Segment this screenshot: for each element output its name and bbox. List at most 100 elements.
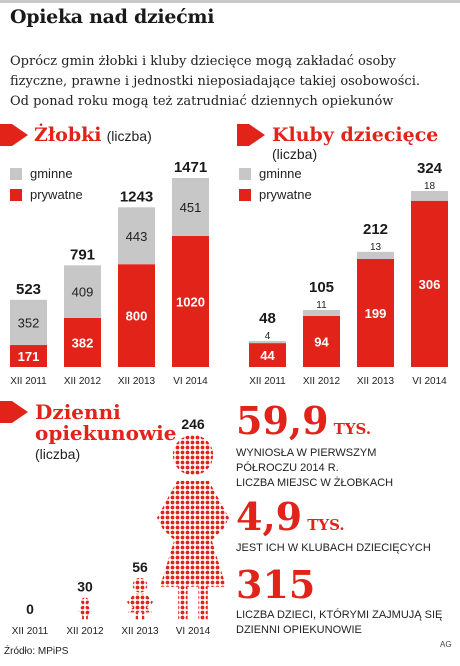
- fact-2: 4,9 TYS.: [236, 494, 345, 539]
- fact-3-text: LICZBA DZIECI, KTÓRYMI ZAJMUJĄ SIĘ DZIEN…: [236, 608, 442, 638]
- kluby-bar-gminne-2: [357, 251, 394, 259]
- kluby-bar-prywatne-3: [411, 200, 448, 367]
- opiekunowie-category-2: XII 2013: [121, 626, 159, 637]
- opiekunowie-category-0: XII 2011: [12, 626, 49, 637]
- fact-1-line-1: WYNIOSŁA W PIERWSZYM: [236, 447, 377, 459]
- fact-1-unit: TYS.: [333, 420, 372, 438]
- zlobki-bar-prywatne-1: [64, 317, 101, 367]
- fact-1-line-3: LICZBA MIEJSC W ŻŁOBKACH: [236, 477, 394, 489]
- kluby-legend-gminne: gminne: [259, 166, 302, 181]
- kluby-label-prywatne-2: 199: [365, 306, 387, 321]
- opiekunowie-title-line1: Dzienni: [35, 400, 121, 424]
- zlobki-legend-gminne-swatch: [10, 168, 22, 180]
- fact-1-line-2: PÓŁROCZU 2014 R.: [236, 462, 339, 474]
- kluby-title: Kluby dziecięce: [272, 124, 439, 146]
- kluby-label-prywatne-1: 94: [314, 334, 329, 349]
- kluby-label-gminne-0: 4: [265, 331, 271, 342]
- kluby-bar-gminne-1: [303, 309, 340, 316]
- fact-1-text: WYNIOSŁA W PIERWSZYM PÓŁROCZU 2014 R. LI…: [236, 446, 393, 491]
- opiekunowie-arrow-icon: [12, 401, 28, 423]
- zlobki-subtitle: (liczba): [106, 128, 152, 144]
- zlobki-bar-gminne-2: [118, 207, 155, 265]
- zlobki-legend-gminne: gminne: [30, 166, 73, 181]
- lead-line-2: fizyczne, prawne i jednostki nieposiadaj…: [10, 74, 420, 89]
- kluby-total-3: 324: [417, 160, 443, 177]
- zlobki-label-prywatne-1: 382: [72, 335, 94, 350]
- zlobki-category-0: XII 2011: [10, 376, 47, 387]
- opiekunowie-title-line2: opiekunowie: [35, 421, 177, 445]
- kluby-arrow-bar: [237, 124, 249, 146]
- zlobki-total-2: 1243: [120, 188, 153, 205]
- kluby-label-prywatne-0: 44: [260, 348, 275, 363]
- zlobki-category-2: XII 2013: [118, 376, 156, 387]
- kluby-bar-prywatne-1: [303, 315, 340, 367]
- source: Źródło: MPiPS: [4, 646, 69, 657]
- zlobki-bar-prywatne-3: [172, 235, 209, 367]
- opiekunowie-figure-2: [127, 577, 153, 620]
- zlobki-label-gminne-0: 352: [18, 315, 40, 330]
- kluby-bar-prywatne-0: [249, 343, 286, 367]
- zlobki-bar-gminne-0: [10, 299, 47, 346]
- zlobki-category-1: XII 2012: [64, 376, 102, 387]
- zlobki-bar-prywatne-0: [10, 345, 47, 367]
- zlobki-arrow-bar: [0, 124, 12, 146]
- fact-2-text: JEST ICH W KLUBACH DZIECIĘCYCH: [236, 541, 431, 556]
- fact-3-line-1: LICZBA DZIECI, KTÓRYMI ZAJMUJĄ SIĘ: [236, 609, 443, 621]
- kluby-category-3: VI 2014: [412, 376, 447, 387]
- kluby-bar-gminne-3: [411, 191, 448, 201]
- kluby-label-gminne-2: 13: [370, 242, 382, 253]
- kluby-total-0: 48: [259, 310, 276, 327]
- kluby-legend-gminne-swatch: [239, 168, 251, 180]
- kluby-arrow-icon: [249, 124, 265, 146]
- kluby-legend-prywatne-swatch: [239, 189, 251, 201]
- credit: AG: [440, 640, 452, 649]
- fact-2-number: 4,9: [236, 494, 303, 539]
- kluby-label-gminne-1: 11: [316, 300, 327, 311]
- kluby-label-gminne-3: 18: [424, 181, 436, 192]
- fact-1-number: 59,9: [236, 398, 329, 443]
- zlobki-bar-gminne-3: [172, 178, 209, 236]
- zlobki-category-3: VI 2014: [173, 376, 208, 387]
- kluby-total-1: 105: [309, 279, 334, 296]
- opiekunowie-value-1: 30: [77, 578, 93, 594]
- zlobki-legend-prywatne: prywatne: [30, 187, 83, 202]
- fact-2-line-1: JEST ICH W KLUBACH DZIECIĘCYCH: [236, 542, 431, 554]
- kluby-legend-prywatne: prywatne: [259, 187, 312, 202]
- fact-2-unit: TYS.: [307, 516, 345, 534]
- zlobki-title: Żłobki: [34, 124, 102, 146]
- kluby-bar-gminne-0: [249, 340, 286, 344]
- kluby-subtitle: (liczba): [272, 146, 318, 162]
- opiekunowie-category-3: VI 2014: [176, 626, 211, 637]
- page-title: Opieka nad dziećmi: [10, 6, 215, 28]
- zlobki-label-prywatne-2: 800: [126, 309, 148, 324]
- opiekunowie-figure-3: [157, 435, 229, 620]
- opiekunowie-value-3: 246: [181, 416, 205, 432]
- opiekunowie-value-0: 0: [26, 601, 34, 617]
- opiekunowie-arrow-bar: [0, 401, 12, 423]
- kluby-total-2: 212: [363, 221, 388, 238]
- zlobki-total-3: 1471: [174, 159, 207, 176]
- zlobki-heading: Żłobki (liczba): [34, 124, 152, 146]
- zlobki-legend-prywatne-swatch: [10, 189, 22, 201]
- lead-line-3: Od ponad roku mogą też zatrudniać dzienn…: [10, 94, 394, 109]
- zlobki-bar-prywatne-2: [118, 264, 155, 367]
- zlobki-label-gminne-2: 443: [126, 229, 148, 244]
- top-rule: [0, 0, 460, 3]
- opiekunowie-value-2: 56: [132, 559, 148, 575]
- zlobki-bar-gminne-1: [64, 265, 101, 318]
- fact-3: 315: [236, 562, 315, 607]
- kluby-category-1: XII 2012: [303, 376, 341, 387]
- zlobki-label-prywatne-0: 171: [18, 349, 40, 364]
- kluby-category-2: XII 2013: [357, 376, 395, 387]
- opiekunowie-subtitle: (liczba): [35, 446, 81, 462]
- zlobki-total-1: 791: [70, 246, 95, 263]
- zlobki-label-prywatne-3: 1020: [176, 294, 205, 309]
- fact-3-line-2: DZIENNI OPIEKUNOWIE: [236, 624, 362, 636]
- kluby-bar-prywatne-2: [357, 258, 394, 367]
- opiekunowie-figure-1: [78, 597, 92, 620]
- kluby-label-prywatne-3: 306: [419, 277, 441, 292]
- lead-line-1: Oprócz gmin żłobki i kluby dziecięce mog…: [10, 54, 397, 69]
